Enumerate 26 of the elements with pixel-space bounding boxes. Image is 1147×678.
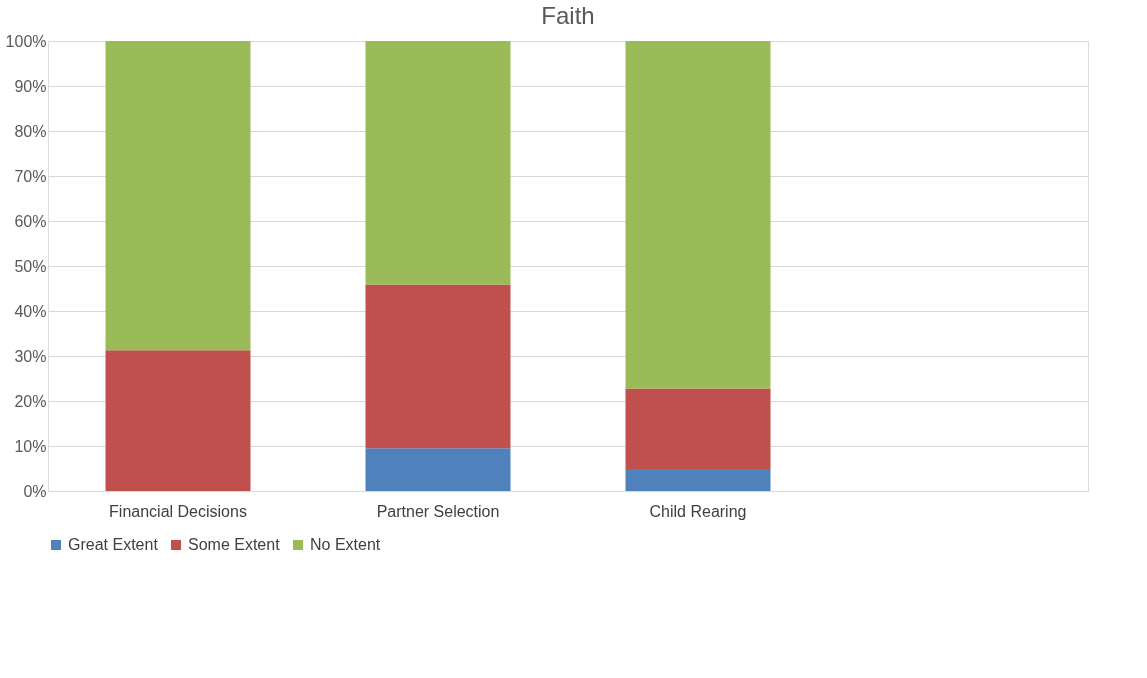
bar — [625, 388, 771, 469]
x-tick-label: Financial Decisions — [109, 502, 247, 520]
legend-label: No Extent — [310, 536, 381, 553]
x-tick-label: Child Rearing — [649, 502, 747, 520]
bar — [365, 41, 511, 285]
bar — [365, 284, 511, 449]
y-tick-label: 10% — [14, 437, 47, 455]
y-tick-label: 90% — [14, 77, 47, 95]
legend-label: Some Extent — [188, 536, 281, 553]
y-tick-label: 0% — [23, 482, 47, 500]
y-tick-label: 60% — [14, 212, 47, 230]
y-tick-label: 50% — [14, 257, 47, 275]
y-tick-label: 40% — [14, 302, 47, 320]
y-tick-label: 20% — [14, 392, 47, 410]
y-tick-label: 100% — [5, 32, 47, 50]
bar — [105, 41, 251, 351]
y-tick-label: 70% — [14, 167, 47, 185]
chart-title: Faith — [541, 2, 595, 29]
bar — [105, 350, 251, 491]
y-tick-label: 30% — [14, 347, 47, 365]
y-tick-label: 80% — [14, 122, 47, 140]
bar — [365, 448, 511, 491]
bar — [625, 468, 771, 491]
bar — [625, 41, 771, 389]
x-tick-label: Partner Selection — [376, 502, 500, 520]
legend-label: Great Extent — [68, 536, 159, 553]
